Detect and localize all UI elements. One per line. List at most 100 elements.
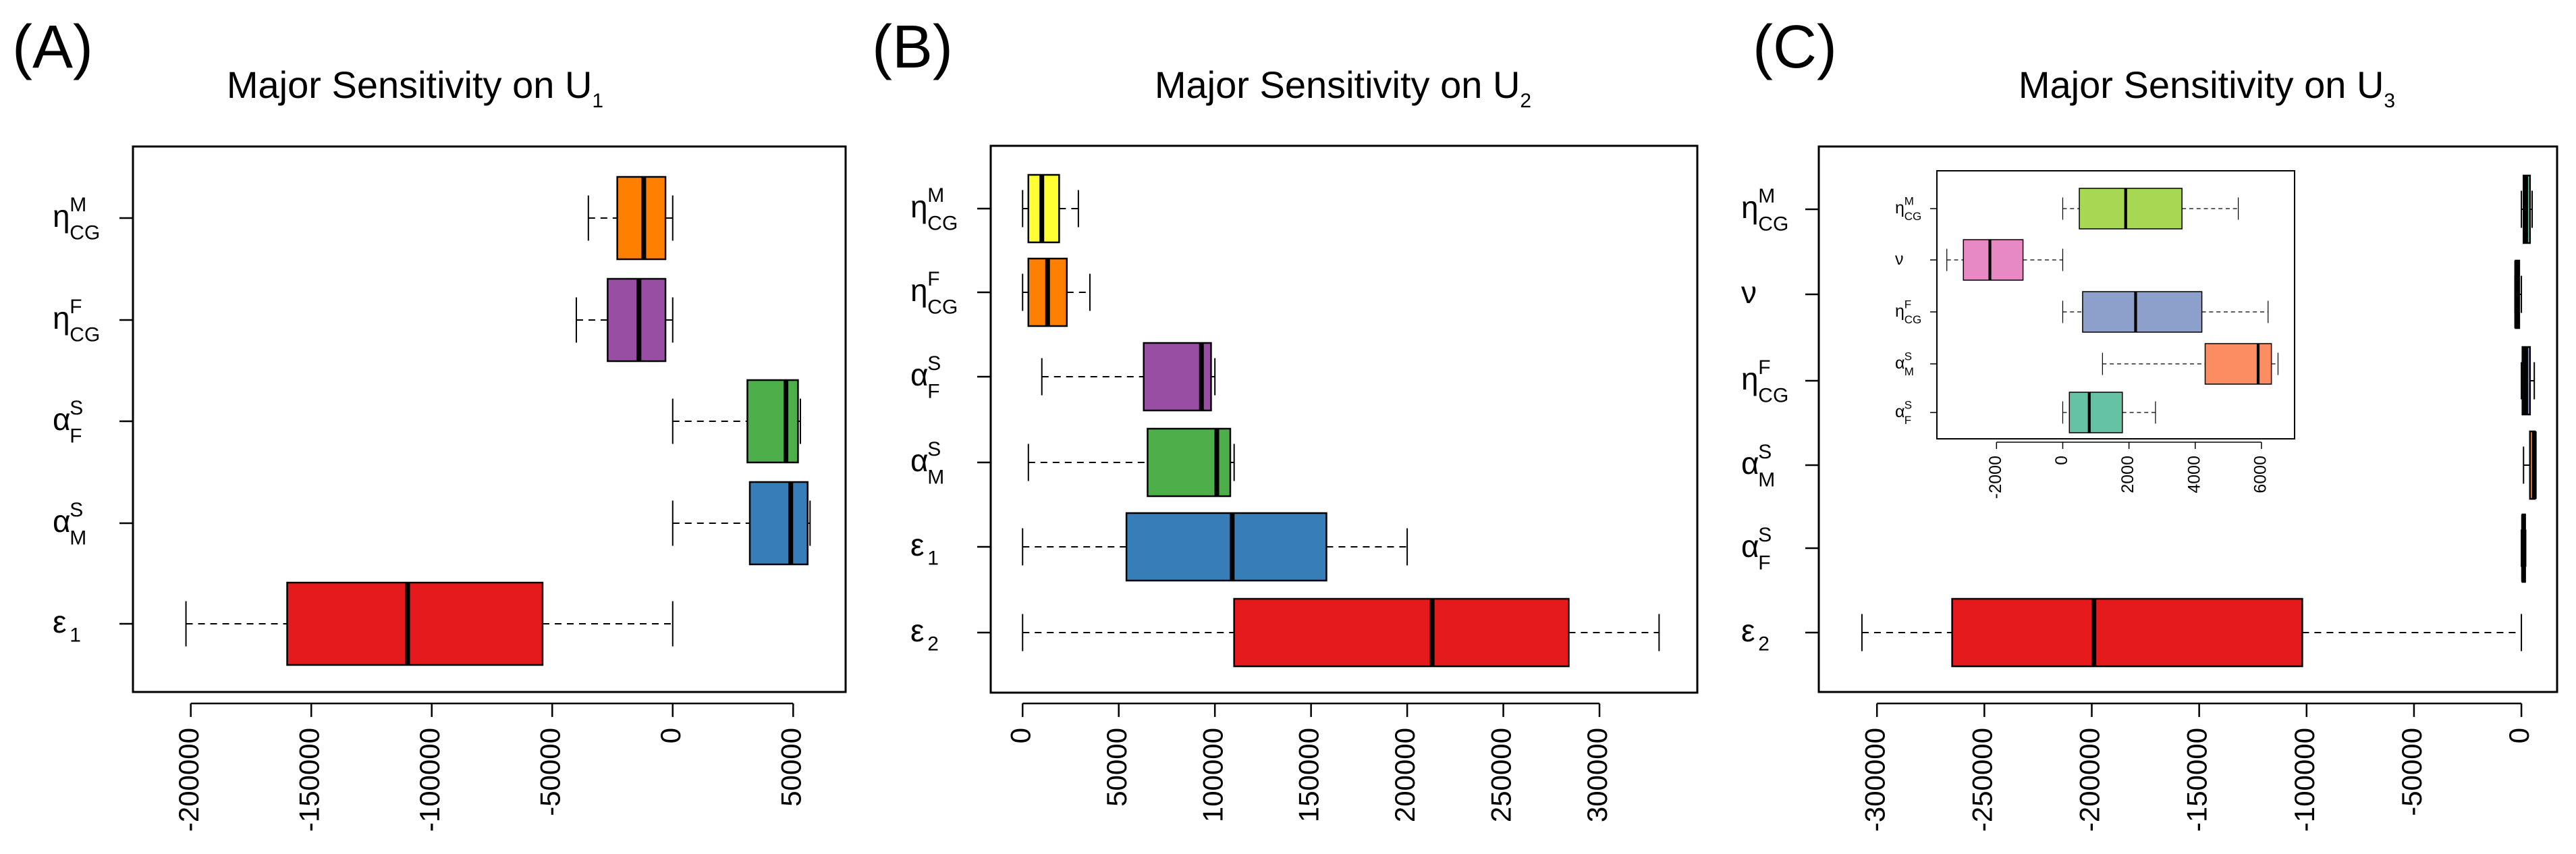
x-tick-label: 300000 xyxy=(1581,728,1613,822)
category-subscript: CG xyxy=(1904,313,1922,326)
category-symbol: α xyxy=(1741,446,1759,481)
category-symbol: ν xyxy=(1895,250,1904,269)
x-tick-label: -50000 xyxy=(2396,728,2428,816)
x-tick-label: 50000 xyxy=(1101,728,1132,807)
x-tick-label: -250000 xyxy=(1966,728,1998,832)
box xyxy=(616,176,667,261)
category-label: ηF CG xyxy=(1741,356,1788,406)
x-tick-label: 50000 xyxy=(775,728,806,807)
x-tick-label: -50000 xyxy=(534,728,566,816)
category-label: αS F xyxy=(1741,524,1772,574)
category-label: ηF CG xyxy=(910,268,958,318)
x-tick-label: 0 xyxy=(1004,728,1036,743)
x-tick-label: 2000 xyxy=(2118,456,2137,493)
category-symbol: η xyxy=(910,273,928,308)
box xyxy=(2068,392,2123,433)
x-tick-label: 250000 xyxy=(1485,728,1517,822)
category-superscript: F xyxy=(927,268,939,290)
category-superscript: M xyxy=(1904,195,1914,208)
category-superscript: S xyxy=(927,438,941,460)
category-label: ηF CG xyxy=(1895,298,1921,327)
category-superscript: M xyxy=(1758,185,1775,207)
category-subscript: M xyxy=(927,466,944,488)
category-symbol: α xyxy=(1895,354,1904,373)
category-symbol: ε xyxy=(910,613,925,648)
x-tick-label: 150000 xyxy=(1293,728,1325,822)
category-label: ηM CG xyxy=(53,194,100,244)
category-superscript: F xyxy=(70,296,82,318)
x-tick-label: -150000 xyxy=(293,728,325,832)
category-symbol: ε xyxy=(53,604,67,639)
category-superscript: M xyxy=(927,184,944,207)
box xyxy=(1963,239,2024,281)
category-subscript: F xyxy=(927,380,939,402)
box xyxy=(1233,597,1570,668)
x-tick-label: 4000 xyxy=(2185,456,2203,493)
category-label: ηM CG xyxy=(910,184,958,234)
box xyxy=(748,481,809,566)
category-symbol: ε xyxy=(910,527,925,562)
category-symbol: η xyxy=(53,300,70,336)
category-symbol: α xyxy=(1741,529,1759,564)
category-subscript: CG xyxy=(1758,384,1788,406)
category-label: αS F xyxy=(910,352,941,402)
box xyxy=(1951,597,2303,668)
x-tick-label: 0 xyxy=(2503,728,2535,743)
panel-b: (B) Major Sensitivity on U2 0 50000 100000… xyxy=(872,14,1699,822)
panel-c-title: Major Sensitivity on U3 xyxy=(2019,63,2395,112)
category-label: ν xyxy=(1895,250,1904,269)
category-superscript: F xyxy=(1904,298,1911,311)
category-subscript: M xyxy=(70,527,86,549)
x-tick-label: 200000 xyxy=(1389,728,1421,822)
category-symbol: α xyxy=(1895,402,1904,421)
category-symbol: η xyxy=(1741,361,1759,396)
category-superscript: S xyxy=(1758,441,1772,463)
category-superscript: S xyxy=(70,397,83,419)
x-tick-label: -100000 xyxy=(2289,728,2320,832)
panel-a-letter: (A) xyxy=(12,14,93,81)
panel-a-title: Major Sensitivity on U1 xyxy=(227,63,603,112)
panel-c-plot: -300000 -250000 -200000 -150000 -100000 -5000… xyxy=(1741,174,2537,832)
category-subscript: CG xyxy=(927,296,958,318)
category-symbol: η xyxy=(910,189,928,224)
panel-c-letter: (C) xyxy=(1753,14,1837,81)
category-subscript: F xyxy=(1904,414,1911,427)
category-subscript: 1 xyxy=(927,548,939,570)
category-symbol: α xyxy=(53,402,71,437)
category-subscript: M xyxy=(1758,469,1775,491)
category-superscript: S xyxy=(1758,524,1772,546)
category-symbol: α xyxy=(53,504,71,539)
category-symbol: η xyxy=(53,198,70,234)
box xyxy=(2204,343,2272,385)
category-superscript: S xyxy=(1904,350,1912,363)
category-subscript: CG xyxy=(1758,213,1788,235)
category-subscript: CG xyxy=(70,323,100,346)
category-superscript: S xyxy=(70,499,83,521)
category-subscript: 2 xyxy=(927,633,939,656)
category-superscript: F xyxy=(1758,356,1770,379)
category-superscript: S xyxy=(927,352,941,375)
x-tick-label: -2000 xyxy=(1986,456,2005,499)
x-tick-label: 100000 xyxy=(1197,728,1228,822)
box xyxy=(607,277,667,363)
x-tick-label: 6000 xyxy=(2251,456,2270,493)
category-symbol: α xyxy=(910,443,929,478)
box xyxy=(2079,188,2183,230)
category-subscript: CG xyxy=(927,212,958,234)
x-tick-label: -300000 xyxy=(1859,728,1890,832)
x-tick-label: 0 xyxy=(655,728,686,743)
category-label: αS M xyxy=(1895,350,1914,379)
category-subscript: CG xyxy=(70,221,100,244)
category-symbol: α xyxy=(910,357,929,392)
category-subscript: 2 xyxy=(1758,633,1770,656)
x-tick-label: -200000 xyxy=(2074,728,2106,832)
category-label: ηF CG xyxy=(53,296,100,346)
category-subscript: M xyxy=(1904,365,1914,378)
box xyxy=(286,581,544,666)
